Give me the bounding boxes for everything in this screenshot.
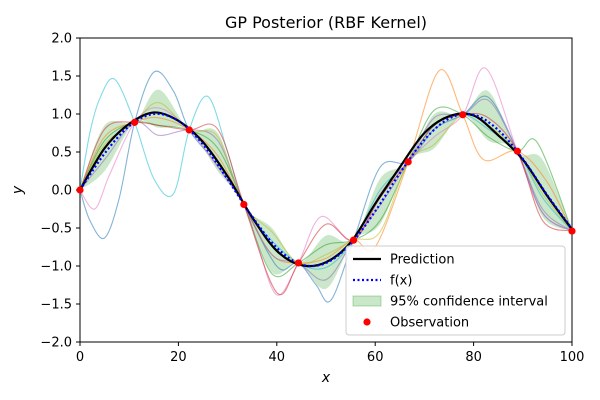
y-tick-label: 1.0 — [51, 108, 72, 123]
x-tick-label: 80 — [465, 350, 482, 365]
x-tick-label: 100 — [560, 350, 585, 365]
observation-point — [568, 227, 576, 235]
x-tick-label: 0 — [76, 350, 84, 365]
y-tick-label: −2.0 — [40, 336, 72, 351]
observation-point — [459, 111, 467, 119]
y-axis-label: y — [10, 185, 26, 195]
posterior-sample-line-3 — [80, 69, 572, 264]
chart-title: GP Posterior (RBF Kernel) — [225, 13, 427, 32]
observation-point — [185, 126, 193, 134]
legend-swatch — [363, 318, 371, 326]
legend-label: Observation — [390, 316, 469, 331]
legend: Prediction f(x) 95% confidence interval Obs… — [345, 245, 566, 336]
posterior-sample-line-2 — [80, 70, 572, 303]
legend-label: Prediction — [390, 253, 455, 268]
observation-point — [76, 186, 84, 194]
x-axis-label: x — [321, 370, 331, 386]
y-tick-label: 1.5 — [51, 70, 72, 85]
observation-point — [240, 200, 248, 209]
legend-item-true-function: f(x) — [353, 274, 412, 289]
x-tick-label: 20 — [170, 350, 187, 365]
legend-swatch — [352, 295, 382, 307]
y-tick-label: −1.0 — [40, 260, 72, 275]
posterior-sample-line-6 — [80, 98, 572, 281]
legend-item-confidence-interval: 95% confidence interval — [352, 295, 548, 310]
observation-point — [404, 158, 412, 166]
x-tick-label: 40 — [269, 350, 286, 365]
y-tick-label: −1.5 — [40, 298, 72, 313]
observation-point — [513, 147, 521, 155]
y-tick-label: 0.5 — [51, 146, 72, 161]
axes: 0 20 40 60 80 100 2.0 1.5 1.0 0.5 0.0 −0.5 −1.0 −1.5 −… — [40, 32, 584, 366]
observation-point — [294, 259, 303, 267]
true-function-line — [80, 112, 572, 268]
y-tick-label: −0.5 — [40, 222, 72, 237]
legend-item-observation: Observation — [363, 316, 469, 331]
y-tick-label: 2.0 — [51, 32, 72, 47]
y-tick-label: 0.0 — [51, 184, 72, 199]
posterior-sample-line-7 — [80, 112, 572, 296]
legend-box — [345, 245, 566, 336]
x-tick-label: 60 — [367, 350, 384, 365]
plot-area — [80, 67, 572, 303]
legend-item-prediction: Prediction — [353, 253, 455, 268]
observation-point — [131, 118, 139, 126]
legend-label: f(x) — [390, 274, 412, 289]
legend-label: 95% confidence interval — [390, 295, 548, 310]
observation-point — [349, 236, 358, 244]
observation-points — [76, 111, 576, 267]
